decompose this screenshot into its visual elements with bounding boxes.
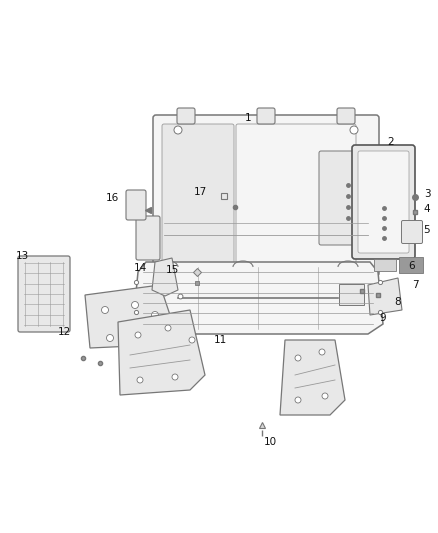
Text: 5: 5 (424, 225, 430, 235)
Polygon shape (152, 258, 178, 296)
Text: 15: 15 (166, 265, 179, 275)
FancyBboxPatch shape (177, 108, 195, 124)
Text: 13: 13 (15, 251, 28, 261)
FancyBboxPatch shape (402, 221, 423, 244)
Text: 2: 2 (388, 137, 394, 147)
Circle shape (322, 393, 328, 399)
Circle shape (131, 302, 138, 309)
Circle shape (106, 335, 113, 342)
FancyBboxPatch shape (18, 256, 70, 332)
FancyBboxPatch shape (337, 108, 355, 124)
Circle shape (102, 306, 109, 313)
Circle shape (295, 355, 301, 361)
Text: 12: 12 (57, 327, 71, 337)
Text: 16: 16 (106, 193, 119, 203)
FancyBboxPatch shape (153, 115, 379, 276)
Circle shape (152, 311, 159, 319)
Text: 14: 14 (134, 263, 147, 273)
FancyBboxPatch shape (126, 190, 146, 220)
Text: 11: 11 (213, 335, 226, 345)
Circle shape (165, 325, 171, 331)
Polygon shape (133, 262, 383, 334)
Circle shape (172, 374, 178, 380)
FancyBboxPatch shape (352, 145, 415, 259)
FancyBboxPatch shape (319, 151, 363, 245)
Text: 3: 3 (424, 189, 430, 199)
Circle shape (295, 397, 301, 403)
Text: 10: 10 (263, 437, 276, 447)
FancyBboxPatch shape (378, 167, 392, 177)
Circle shape (319, 349, 325, 355)
Circle shape (174, 126, 182, 134)
FancyBboxPatch shape (378, 182, 392, 192)
Polygon shape (368, 278, 402, 315)
Circle shape (141, 332, 148, 338)
Circle shape (350, 126, 358, 134)
Text: 4: 4 (424, 204, 430, 214)
Text: 6: 6 (409, 261, 415, 271)
FancyBboxPatch shape (257, 108, 275, 124)
Polygon shape (85, 285, 175, 348)
Polygon shape (280, 340, 345, 415)
Circle shape (137, 377, 143, 383)
Text: 1: 1 (245, 113, 251, 123)
Text: 8: 8 (395, 297, 401, 307)
FancyBboxPatch shape (136, 216, 160, 260)
FancyBboxPatch shape (236, 124, 356, 263)
Circle shape (189, 337, 195, 343)
Polygon shape (118, 310, 205, 395)
FancyBboxPatch shape (399, 257, 423, 273)
FancyBboxPatch shape (162, 124, 234, 267)
Text: 17: 17 (193, 187, 207, 197)
Text: 9: 9 (380, 313, 386, 323)
FancyBboxPatch shape (358, 151, 409, 253)
FancyBboxPatch shape (378, 197, 392, 207)
FancyBboxPatch shape (374, 259, 396, 271)
FancyBboxPatch shape (339, 284, 364, 304)
Text: 7: 7 (412, 280, 418, 290)
Circle shape (135, 332, 141, 338)
